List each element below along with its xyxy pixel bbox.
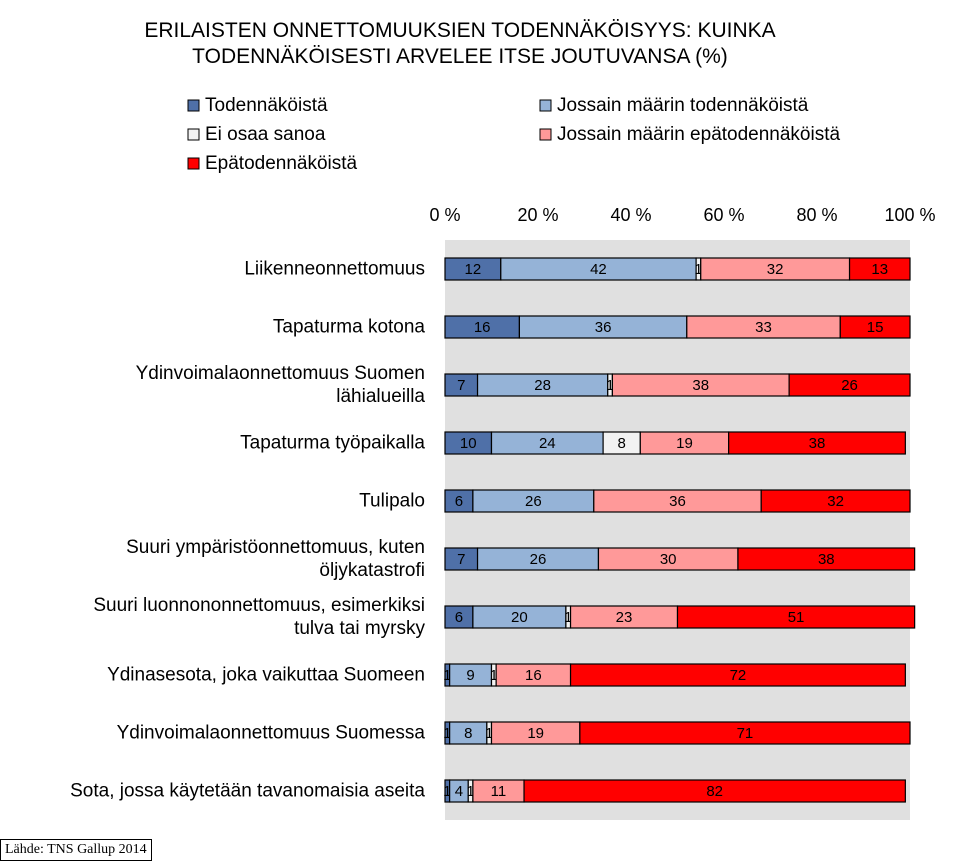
value-label: 11 xyxy=(491,783,507,800)
category-label: Sota, jossa käytetään tavanomaisia aseit… xyxy=(70,780,425,802)
bar-segment xyxy=(728,431,906,455)
value-label: 6 xyxy=(455,609,463,626)
value-label: 19 xyxy=(527,725,544,742)
legend-label: Jossain määrin epätodennäköistä xyxy=(557,124,841,145)
value-label: 38 xyxy=(809,435,826,452)
value-label: 16 xyxy=(525,667,542,684)
value-label: 32 xyxy=(827,493,844,510)
legend-swatch xyxy=(539,128,552,141)
value-label: 36 xyxy=(595,319,612,336)
value-label: 30 xyxy=(660,551,677,568)
value-label: 1 xyxy=(564,609,572,626)
value-label: 23 xyxy=(616,609,633,626)
legend-label: Todennäköistä xyxy=(205,95,328,116)
value-label: 36 xyxy=(669,493,686,510)
value-label: 1 xyxy=(490,667,498,684)
bar-segment xyxy=(760,489,911,513)
value-label: 1 xyxy=(466,783,474,800)
category-label: Ydinasesota, joka vaikuttaa Suomeen xyxy=(107,664,425,686)
x-tick-label: 60 % xyxy=(703,205,744,225)
category-label: Suuri ympäristöonnettomuus, kuten öljyka… xyxy=(126,537,425,581)
value-label: 26 xyxy=(525,493,542,510)
value-label: 19 xyxy=(676,435,693,452)
category-label: Tapaturma kotona xyxy=(272,316,425,338)
value-label: 20 xyxy=(511,609,528,626)
bar-segment xyxy=(839,315,911,339)
value-label: 8 xyxy=(464,725,472,742)
value-label: 1 xyxy=(606,377,614,394)
x-tick-label: 20 % xyxy=(517,205,558,225)
value-label: 13 xyxy=(871,261,888,278)
category-label: Tulipalo xyxy=(359,490,425,512)
value-label: 33 xyxy=(755,319,772,336)
value-label: 7 xyxy=(457,377,465,394)
value-label: 72 xyxy=(730,667,747,684)
category-label: Suuri luonnononnettomuus, esimerkiksi tu… xyxy=(93,595,425,639)
category-label: Tapaturma työpaikalla xyxy=(240,432,425,454)
category-label: Ydinvoimalaonnettomuus Suomessa xyxy=(116,722,425,744)
value-label: 1 xyxy=(443,725,451,742)
source: Lähde: TNS Gallup 2014 xyxy=(0,839,152,861)
x-tick-label: 100 % xyxy=(884,205,935,225)
value-label: 7 xyxy=(457,551,465,568)
category-label: Ydinvoimalaonnettomuus Suomen lähialueil… xyxy=(135,363,425,407)
bar-segment xyxy=(676,605,916,629)
category-label: Liikenneonnettomuus xyxy=(244,258,425,280)
value-label: 16 xyxy=(474,319,491,336)
value-label: 28 xyxy=(534,377,551,394)
legend-swatch xyxy=(187,128,200,141)
value-label: 1 xyxy=(443,667,451,684)
value-label: 24 xyxy=(539,435,556,452)
value-label: 1 xyxy=(694,261,702,278)
bar-segment xyxy=(579,721,911,745)
value-label: 51 xyxy=(788,609,805,626)
value-label: 82 xyxy=(706,783,723,800)
x-tick-label: 80 % xyxy=(796,205,837,225)
legend-swatch xyxy=(187,157,200,170)
legend-label: Ei osaa sanoa xyxy=(205,124,326,145)
legend-label: Epätodennäköistä xyxy=(205,153,358,174)
value-label: 9 xyxy=(466,667,474,684)
value-label: 12 xyxy=(465,261,482,278)
value-label: 1 xyxy=(485,725,493,742)
chart-title: ERILAISTEN ONNETTOMUUKSIEN TODENNÄKÖISYY… xyxy=(144,19,776,68)
x-tick-label: 0 % xyxy=(429,205,460,225)
value-label: 42 xyxy=(590,261,607,278)
value-label: 10 xyxy=(460,435,477,452)
value-label: 26 xyxy=(530,551,547,568)
legend-swatch xyxy=(187,99,200,112)
legend-label: Jossain määrin todennäköistä xyxy=(557,95,809,116)
value-label: 4 xyxy=(455,783,463,800)
value-label: 6 xyxy=(455,493,463,510)
bar-segment xyxy=(569,663,906,687)
bar-segment xyxy=(523,779,906,803)
value-label: 38 xyxy=(692,377,709,394)
value-label: 26 xyxy=(841,377,858,394)
legend-swatch xyxy=(539,99,552,112)
value-label: 71 xyxy=(737,725,754,742)
bar-segment xyxy=(788,373,911,397)
x-tick-label: 40 % xyxy=(610,205,651,225)
value-label: 38 xyxy=(818,551,835,568)
value-label: 8 xyxy=(618,435,626,452)
value-label: 32 xyxy=(767,261,784,278)
value-label: 15 xyxy=(867,319,884,336)
value-label: 1 xyxy=(443,783,451,800)
bar-segment xyxy=(848,257,911,281)
bar-segment xyxy=(737,547,916,571)
